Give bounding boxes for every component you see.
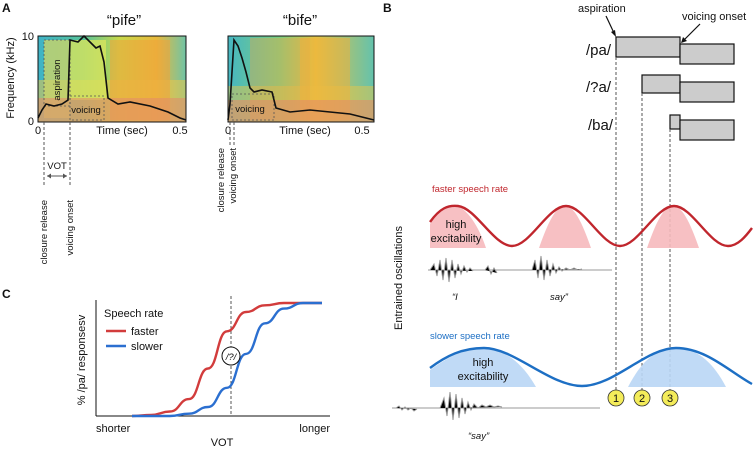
faster-excit-line2: excitability [431, 233, 482, 245]
voicing-onset-label-b: voicing onset [228, 148, 239, 204]
formant-contour-bife [227, 37, 375, 121]
marker-1-label: 1 [613, 393, 619, 405]
closure-release-label-b: closure release [216, 148, 227, 212]
voicing-region-label-pife: voicing [71, 105, 101, 116]
slower-oscillation-curve [429, 346, 753, 388]
psychometric-curves [131, 301, 322, 418]
pife-xtick-0: 0 [35, 125, 41, 137]
panel-a-label: A [2, 1, 11, 15]
slower-excitability-1 [430, 348, 536, 387]
vot-arrowheads [47, 173, 67, 179]
marker-2 [633, 389, 651, 407]
vot-axis-label: VOT [211, 437, 234, 449]
bife-xtick-0: 0 [225, 125, 231, 137]
aspiration-region-label: aspiration [52, 59, 63, 100]
slower-speech-rate-label: slower speech rate [430, 331, 510, 342]
faster-oscillation-curve [429, 204, 753, 248]
aspiration-arrow [605, 15, 615, 34]
pife-title: “pife” [107, 12, 141, 29]
marker-2-label: 2 [639, 393, 645, 405]
slower-excit-line2: excitability [458, 371, 509, 383]
faster-speech-rate-label: faster speech rate [432, 184, 508, 195]
pa-voicing-bar [679, 43, 735, 65]
marker-1 [607, 389, 625, 407]
ytick-10: 10 [22, 31, 34, 43]
curve-slower [131, 301, 322, 418]
voicing-region-label-bife: voicing [235, 104, 265, 115]
pa-aspiration-bar [615, 36, 681, 58]
legend-slower: slower [131, 341, 163, 353]
legend-title: Speech rate [104, 308, 163, 320]
qa-aspiration-bar [641, 74, 681, 94]
syllable-ba: /ba/ [588, 117, 614, 134]
curve-faster [131, 301, 322, 418]
ytick-0: 0 [28, 116, 34, 128]
bife-title: “bife” [283, 12, 317, 29]
voicing-onset-label: voicing onset [65, 200, 76, 256]
formant-contour-pife [37, 34, 187, 121]
waveform-say-slow [392, 391, 600, 421]
slower-excitability-2 [628, 348, 726, 387]
aspiration-label: aspiration [578, 3, 626, 15]
marker-3-label: 3 [667, 393, 673, 405]
syllable-qa: /?a/ [586, 79, 612, 96]
pife-xlabel: Time (sec) [96, 125, 148, 137]
panel-b-label: B [383, 1, 392, 15]
waveform-i-say [428, 255, 612, 283]
word-say: say” [550, 292, 569, 303]
faster-excitability-1 [430, 205, 486, 248]
vot-label: VOT [47, 161, 67, 172]
panel-c-label: C [2, 287, 11, 301]
marker-3 [661, 389, 679, 407]
voicing-onset-arrow [683, 23, 701, 41]
slower-excit-line1: high [473, 357, 494, 369]
bife-xlabel: Time (sec) [279, 125, 331, 137]
pife-xtick-05: 0.5 [172, 125, 187, 137]
pa-responses-axis-label: % /pa/ responsesv [76, 314, 88, 405]
x-shorter: shorter [96, 423, 131, 435]
ambiguous-mark: /?/ [225, 352, 238, 363]
voicing-box-bife [231, 93, 275, 121]
qa-voicing-bar [679, 81, 735, 103]
x-longer: longer [299, 423, 330, 435]
ambiguous-circle [221, 346, 241, 366]
ba-aspiration-bar [669, 114, 681, 130]
voicing-box-pife [69, 95, 105, 121]
faster-excit-line1: high [446, 219, 467, 231]
vot-bars [615, 36, 735, 141]
faster-excitability-3 [647, 206, 699, 248]
legend-faster: faster [131, 326, 159, 338]
frequency-axis-label: Frequency (kHz) [5, 37, 17, 118]
bife-xtick-05: 0.5 [354, 125, 369, 137]
word-say-slow: “say” [468, 431, 490, 442]
closure-release-label: closure release [39, 200, 50, 264]
ba-voicing-bar [679, 119, 735, 141]
syllable-pa: /pa/ [586, 42, 612, 59]
voicing-onset-top-label: voicing onset [682, 11, 746, 23]
word-i: “I [452, 292, 458, 303]
faster-excitability-2 [539, 206, 591, 248]
entrained-oscillations-label: Entrained oscillations [393, 226, 405, 330]
